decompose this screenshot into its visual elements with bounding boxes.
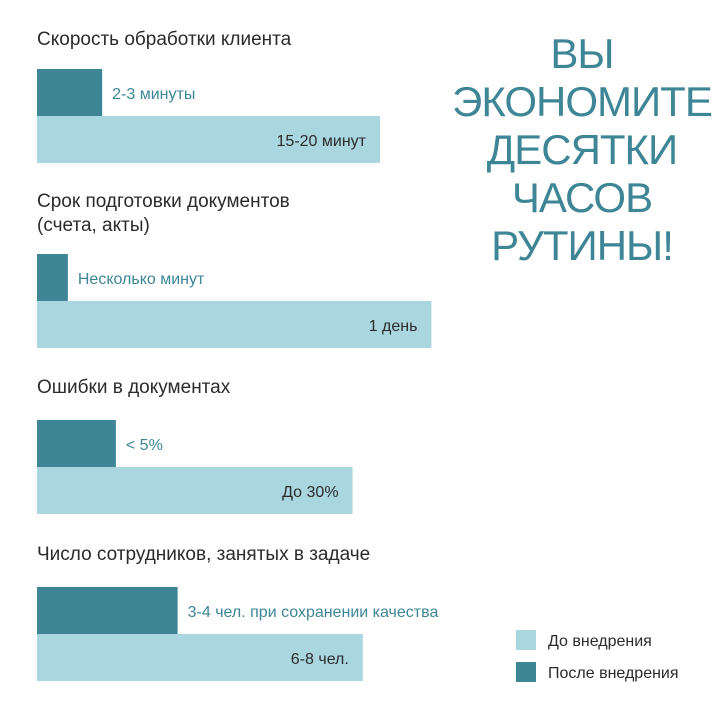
legend-label-before: До внедрения	[548, 633, 652, 650]
headline-line: ЧАСОВ	[512, 174, 652, 221]
before-label: 1 день	[369, 318, 418, 335]
group-title: Скорость обработки клиента	[37, 29, 292, 50]
bar-after	[37, 69, 103, 116]
after-label: < 5%	[126, 437, 163, 454]
legend-swatch-after	[516, 662, 536, 682]
group-title: (счета, акты)	[37, 215, 150, 236]
headline-line: РУТИНЫ!	[491, 222, 673, 269]
bar-after	[37, 254, 68, 301]
legend-swatch-before	[516, 630, 536, 650]
headline-line: ВЫ	[550, 30, 613, 77]
after-label: 2-3 минуты	[112, 86, 195, 103]
bar-after	[37, 587, 178, 634]
after-label: 3-4 чел. при сохранении качества	[188, 604, 439, 621]
group-title: Срок подготовки документов	[37, 191, 290, 212]
bar-before	[37, 301, 432, 348]
legend-label-after: После внедрения	[548, 665, 679, 682]
before-label: До 30%	[282, 484, 338, 501]
bar-before	[37, 467, 353, 514]
bar-after	[37, 420, 116, 467]
bar-before	[37, 116, 380, 163]
group-title: Ошибки в документах	[37, 377, 231, 398]
before-label: 6-8 чел.	[291, 651, 349, 668]
headline-line: ДЕСЯТКИ	[487, 126, 677, 173]
group-title: Число сотрудников, занятых в задаче	[37, 544, 370, 565]
headline-line: ЭКОНОМИТЕ	[452, 78, 712, 125]
after-label: Несколько минут	[78, 271, 205, 288]
before-label: 15-20 минут	[277, 133, 367, 150]
bar-before	[37, 634, 363, 681]
